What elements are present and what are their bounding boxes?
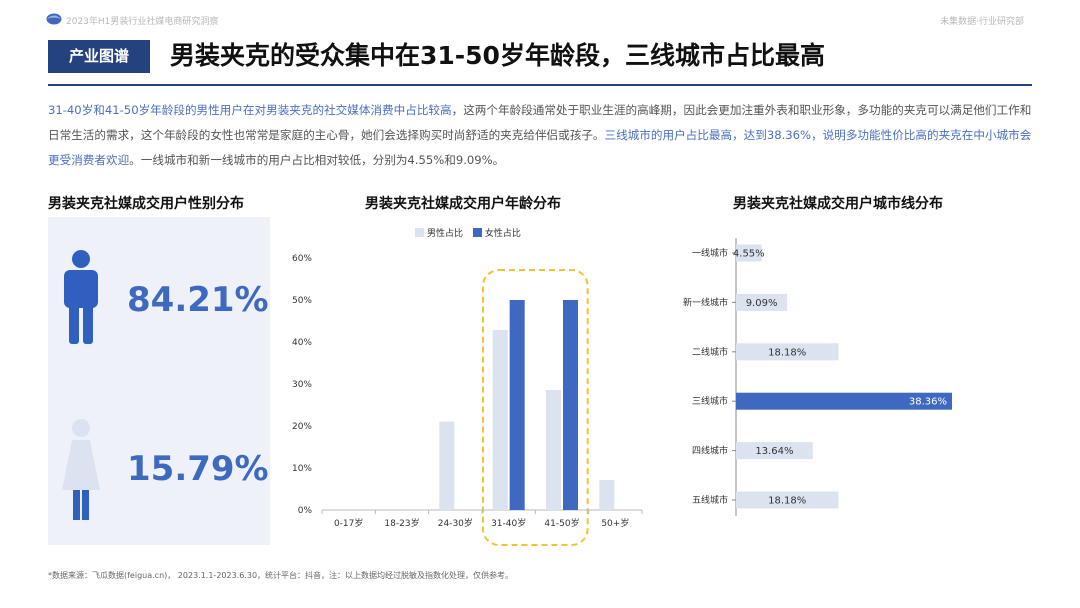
male-percentage: 84.21% [127,280,269,320]
highlight-box [482,269,589,546]
y-tick-label: 50% [292,296,312,306]
summary-highlight-city: 三线城市的用户占比最高，达到38.36%，说明多功能性价比高的夹克在中小城市会更… [48,128,1032,167]
city-bar-label: 4.55% [733,249,765,260]
report-title: 2023年H1男装行业社媒电商研究洞察 [66,17,219,27]
city-label: 新一线城市 [683,296,728,308]
summary-paragraph: 31-40岁和41-50岁年龄段的男性用户在对男装夹克的社交媒体消费中占比较高，… [48,98,1038,173]
x-tick-label: 0-17岁 [334,517,363,529]
city-bar-3 [736,392,952,410]
bar-male-2 [439,421,455,510]
bar-female-3 [509,300,525,510]
city-bar-label: 38.36% [909,397,947,408]
y-tick-label: 30% [292,380,312,390]
city-bar-5 [736,491,839,509]
bar-male-5 [599,480,615,510]
city-label: 一线城市 [692,247,728,259]
brand-logo-icon [46,13,62,25]
summary-text-city: 。一线城市和新一线城市的用户占比相对较低，分别为4.55%和9.09%。 [129,153,505,167]
city-bar-label: 18.18% [768,347,806,358]
y-tick-label: 60% [292,254,312,264]
x-tick-label: 31-40岁 [491,517,526,529]
page-title: 男装夹克的受众集中在31-50岁年龄段，三线城市占比最高 [170,41,825,70]
city-bar-2 [736,343,839,361]
legend-female: 女性占比 [472,226,521,239]
x-tick-label: 18-23岁 [384,517,419,529]
city-label: 二线城市 [692,346,728,358]
y-tick-label: 20% [292,422,312,432]
city-chart-title: 男装夹克社媒成交用户城市线分布 [733,196,943,212]
city-label: 三线城市 [692,395,728,407]
x-tick-label: 41-50岁 [544,517,579,529]
gender-panel-title: 男装夹克社媒成交用户性别分布 [48,196,244,212]
female-percentage: 15.79% [127,449,269,489]
city-label: 五线城市 [692,494,728,506]
city-bar-label: 9.09% [746,298,778,309]
x-tick-label: 50+岁 [601,517,629,529]
city-bar-label: 18.18% [768,496,806,507]
section-tag: 产业图谱 [48,40,150,73]
brand-name: 未集数据·行业研究部 [940,17,1024,27]
bar-male-4 [546,390,561,510]
y-tick-label: 0% [298,506,313,516]
y-tick-label: 40% [292,338,312,348]
bar-female-4 [563,300,578,510]
title-divider [48,84,1032,86]
age-chart-legend: 男性占比 女性占比 [415,226,528,239]
top-bar: 2023年H1男装行业社媒电商研究洞察 未集数据·行业研究部 [0,0,1080,38]
summary-highlight-age: 31-40岁和41-50岁年龄段的男性用户在对男装夹克的社交媒体消费中占比较高 [48,103,452,117]
data-source-footnote: *数据来源：飞瓜数据(feigua.cn)， 2023.1.1-2023.6.3… [48,571,514,580]
legend-male: 男性占比 [415,226,463,239]
summary-text-age: ，这两个年龄段通常处于职业生涯的高峰期，因此会更加注重外表和职业形象，多功能的夹… [48,103,1032,142]
city-label: 四线城市 [692,445,728,457]
age-chart-title: 男装夹克社媒成交用户年龄分布 [365,196,561,212]
city-bar-0 [736,244,762,262]
city-bar-4 [736,442,813,460]
y-tick-label: 10% [292,464,312,474]
x-tick-label: 24-30岁 [438,517,473,529]
bar-male-3 [492,329,508,510]
city-bar-label: 13.64% [755,446,793,457]
city-bar-1 [736,293,788,311]
